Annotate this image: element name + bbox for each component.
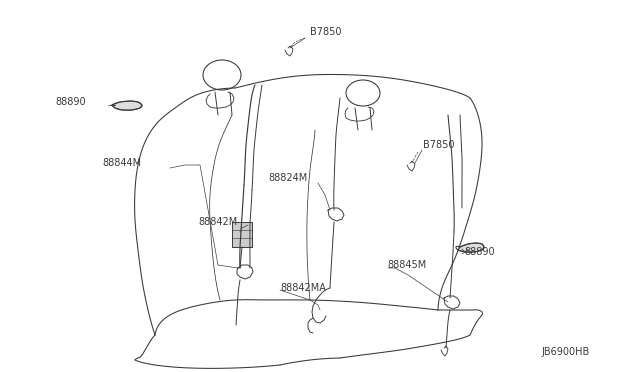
FancyBboxPatch shape <box>232 222 252 247</box>
Text: 88844M: 88844M <box>102 158 141 168</box>
Polygon shape <box>458 243 484 252</box>
Text: 88890: 88890 <box>55 97 86 107</box>
Text: 88842M: 88842M <box>198 217 237 227</box>
Text: JB6900HB: JB6900HB <box>541 347 590 357</box>
Text: B7850: B7850 <box>310 27 342 37</box>
Polygon shape <box>112 101 142 110</box>
Text: B7850: B7850 <box>423 140 454 150</box>
Text: 88842MA: 88842MA <box>280 283 326 293</box>
Text: 88890: 88890 <box>464 247 495 257</box>
Text: 88824M: 88824M <box>268 173 307 183</box>
Text: 88845M: 88845M <box>387 260 426 270</box>
